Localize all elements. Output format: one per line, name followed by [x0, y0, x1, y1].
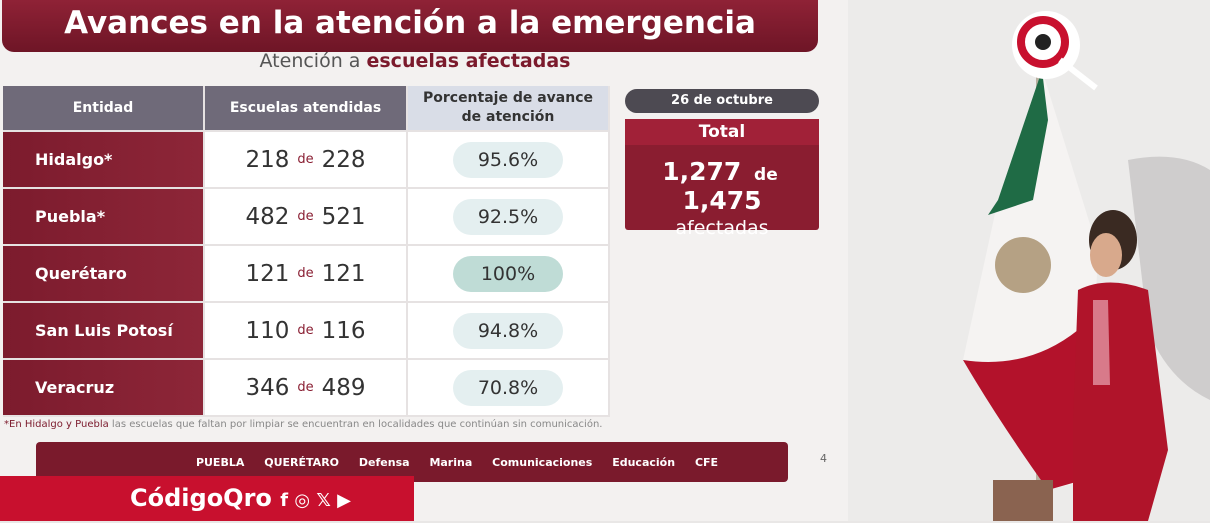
- flag-emblem: [995, 237, 1051, 293]
- connector: de: [297, 323, 314, 338]
- slide-title: Avances en la atención a la emergencia: [2, 0, 818, 52]
- column-header-text: Escuelas atendidas: [229, 100, 382, 116]
- logo: Defensa: [358, 455, 410, 469]
- total: 116: [321, 317, 366, 344]
- connector: de: [297, 152, 314, 167]
- footnote: *En Hidalgo y Puebla las escuelas que fa…: [4, 419, 602, 430]
- attended: 110: [245, 317, 290, 344]
- logo: Comunicaciones: [492, 455, 593, 469]
- blouse: [1093, 300, 1110, 385]
- percent-cell: 92.5%: [408, 189, 610, 246]
- entity-cell: San Luis Potosí: [3, 303, 205, 360]
- summary-label: Total: [625, 119, 819, 145]
- entity-cell: Veracruz: [3, 360, 205, 417]
- entity-name: San Luis Potosí: [35, 321, 173, 340]
- photo: [848, 0, 1210, 521]
- entity-name: Hidalgo*: [35, 150, 113, 169]
- total: 121: [321, 260, 366, 287]
- connector: de: [297, 380, 314, 395]
- slide-subtitle: Atención a escuelas afectadas: [0, 50, 830, 72]
- entity-name: Puebla*: [35, 207, 106, 226]
- attended-total: 1,277: [662, 157, 742, 186]
- total: 521: [321, 203, 366, 230]
- attended: 218: [245, 146, 290, 173]
- search-logo-ring: [1017, 16, 1069, 68]
- connector: de: [297, 266, 314, 281]
- flag-base: [993, 480, 1053, 521]
- entity-cell: Querétaro: [3, 246, 205, 303]
- search-logo-dot: [1035, 34, 1051, 50]
- schools-cell: 218 de 228: [205, 132, 408, 189]
- page-number: 4: [820, 452, 827, 465]
- entity-cell: Puebla*: [3, 189, 205, 246]
- column-header-text: Entidad: [72, 100, 134, 116]
- schools-cell: 110 de 116: [205, 303, 408, 360]
- entity-name: Querétaro: [35, 264, 127, 283]
- percent-cell: 100%: [408, 246, 610, 303]
- logo: QUERÉTARO: [264, 455, 340, 469]
- connector: de: [754, 165, 778, 185]
- flag-red: [963, 330, 1083, 490]
- percent-pill: 70.8%: [453, 369, 563, 406]
- summary-caption: afectadas: [675, 217, 769, 239]
- entity-cell: Hidalgo*: [3, 132, 205, 189]
- logo: Marina: [429, 455, 473, 469]
- attended: 346: [245, 374, 290, 401]
- logo-bar: PUEBLA QUERÉTARO Defensa Marina Comunicacion…: [36, 442, 788, 482]
- logo: PUEBLA: [195, 455, 245, 469]
- column-header: Escuelas atendidas: [205, 86, 408, 132]
- attended: 482: [245, 203, 290, 230]
- column-header: Porcentaje de avance de atención: [408, 86, 610, 132]
- percent-pill: 94.8%: [453, 312, 563, 349]
- schools-cell: 121 de 121: [205, 246, 408, 303]
- subtitle-text: Atención a: [259, 50, 361, 72]
- schools-cell: 346 de 489: [205, 360, 408, 417]
- schools-cell: 482 de 521: [205, 189, 408, 246]
- total: 228: [321, 146, 366, 173]
- percent-cell: 94.8%: [408, 303, 610, 360]
- percent-pill: 100%: [453, 255, 563, 292]
- summary-value: 1,277 de 1,475: [625, 157, 819, 215]
- connector: de: [297, 209, 314, 224]
- face: [1090, 233, 1122, 277]
- entity-name: Veracruz: [35, 378, 115, 397]
- total: 489: [321, 374, 366, 401]
- subtitle-bold: escuelas afectadas: [366, 50, 571, 72]
- percent-pill: 92.5%: [453, 198, 563, 235]
- column-header: Entidad: [3, 86, 205, 132]
- footnote-bold: *En Hidalgo y Puebla: [4, 419, 109, 430]
- mural: [1128, 156, 1210, 400]
- affected-total: 1,475: [682, 186, 762, 215]
- column-header-text: Porcentaje de avance de atención: [422, 90, 594, 125]
- brand-banner: CódigoQro f ◎ 𝕏 ▶: [0, 476, 414, 521]
- brand-name: CódigoQro: [130, 484, 272, 512]
- search-logo-handle: [1058, 57, 1098, 91]
- summary-date: 26 de octubre: [625, 89, 819, 113]
- flag-green: [988, 70, 1048, 215]
- attended: 121: [245, 260, 290, 287]
- percent-cell: 70.8%: [408, 360, 610, 417]
- summary-box: Total 1,277 de 1,475 afectadas: [625, 119, 819, 239]
- social-icons: f ◎ 𝕏 ▶: [280, 490, 351, 511]
- logo: CFE: [694, 455, 719, 469]
- footnote-text: las escuelas que faltan por limpiar se e…: [111, 419, 603, 430]
- logo: Educación: [612, 455, 676, 469]
- percent-cell: 95.6%: [408, 132, 610, 189]
- percent-pill: 95.6%: [453, 141, 563, 178]
